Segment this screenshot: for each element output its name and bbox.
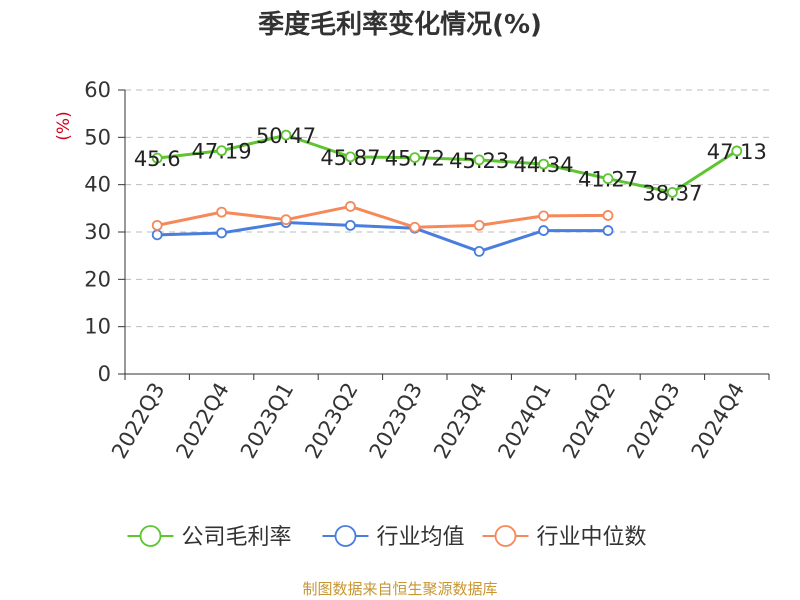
series-group (151, 129, 743, 257)
legend-marker (334, 525, 357, 547)
y-tick-label: 50 (84, 125, 111, 149)
y-tick-label: 60 (84, 78, 111, 102)
axes (118, 89, 770, 380)
data-point[interactable] (280, 129, 292, 141)
series-line-0 (157, 133, 738, 194)
series-line-2 (156, 204, 609, 229)
data-point[interactable] (151, 152, 163, 164)
data-label: 38.37 (642, 181, 702, 205)
data-point[interactable] (731, 145, 743, 157)
y-tick-label: 20 (84, 267, 111, 291)
data-point[interactable] (667, 186, 678, 198)
data-point[interactable] (344, 151, 356, 163)
legend-label: 行业中位数 (537, 525, 647, 550)
data-point[interactable] (151, 229, 163, 241)
legend-item-2[interactable]: 行业中位数 (482, 525, 647, 550)
data-label: 50.47 (256, 124, 316, 148)
x-tick-label: 2024Q1 (493, 379, 555, 463)
legend-item-1[interactable]: 行业均值 (322, 525, 465, 550)
data-label: 44.34 (514, 153, 574, 177)
chart-title: 季度毛利率变化情况(%) (258, 10, 542, 40)
data-point[interactable] (216, 227, 228, 239)
x-tick-label: 2022Q3 (107, 379, 169, 463)
data-point[interactable] (602, 210, 614, 221)
legend[interactable]: 公司毛利率 行业均值 行业中位数 (127, 525, 647, 550)
data-point[interactable] (344, 219, 356, 231)
data-point[interactable] (151, 219, 163, 231)
data-point[interactable] (409, 152, 421, 163)
data-label: 47.19 (192, 140, 252, 164)
data-point[interactable] (602, 173, 614, 185)
legend-item-0[interactable]: 公司毛利率 (127, 525, 292, 550)
x-tick-label: 2024Q3 (622, 379, 684, 463)
data-point[interactable] (473, 154, 485, 166)
data-point[interactable] (538, 210, 549, 222)
data-point[interactable] (216, 206, 228, 218)
data-label: 45.72 (385, 147, 445, 171)
legend-marker (139, 525, 162, 547)
x-tick-label: 2023Q3 (365, 379, 427, 463)
data-label: 41.27 (578, 168, 638, 192)
data-point[interactable] (473, 219, 485, 231)
data-label: 45.23 (449, 149, 509, 173)
series-line-1 (157, 221, 608, 253)
data-label: 47.13 (707, 140, 767, 164)
y-tick-label: 40 (84, 173, 111, 197)
x-tick-label: 2023Q4 (429, 379, 491, 463)
data-point[interactable] (538, 225, 549, 236)
legend-label: 行业均值 (377, 525, 465, 550)
legend-marker (494, 525, 517, 547)
x-tick-label: 2024Q2 (558, 379, 620, 463)
data-point[interactable] (473, 246, 485, 257)
data-point[interactable] (538, 158, 549, 170)
data-label: 45.87 (320, 146, 380, 170)
x-tick-label: 2022Q4 (171, 379, 233, 463)
data-point[interactable] (602, 225, 614, 236)
source-note: 制图数据来自恒生聚源数据库 (302, 580, 498, 598)
y-tick-label: 30 (84, 220, 111, 244)
x-tick-label: 2023Q2 (300, 379, 362, 463)
x-tick-labels: 2022Q3 2022Q4 2023Q1 2023Q2 2023Q3 2023Q4 2024… (107, 379, 749, 463)
data-point[interactable] (344, 201, 356, 212)
grid-lines (125, 89, 769, 328)
y-tick-label: 10 (84, 315, 111, 339)
data-label: 45.6 (134, 147, 181, 171)
x-tick-label: 2023Q1 (236, 379, 298, 463)
data-point[interactable] (216, 145, 228, 157)
legend-label: 公司毛利率 (182, 525, 292, 550)
y-tick-labels: 0 10 20 30 40 50 60 (84, 78, 111, 386)
data-point[interactable] (409, 221, 421, 233)
y-tick-label: 0 (98, 362, 111, 386)
x-tick-label: 2024Q4 (687, 379, 749, 463)
y-axis-label: (%) (54, 111, 74, 140)
data-point[interactable] (280, 214, 292, 226)
